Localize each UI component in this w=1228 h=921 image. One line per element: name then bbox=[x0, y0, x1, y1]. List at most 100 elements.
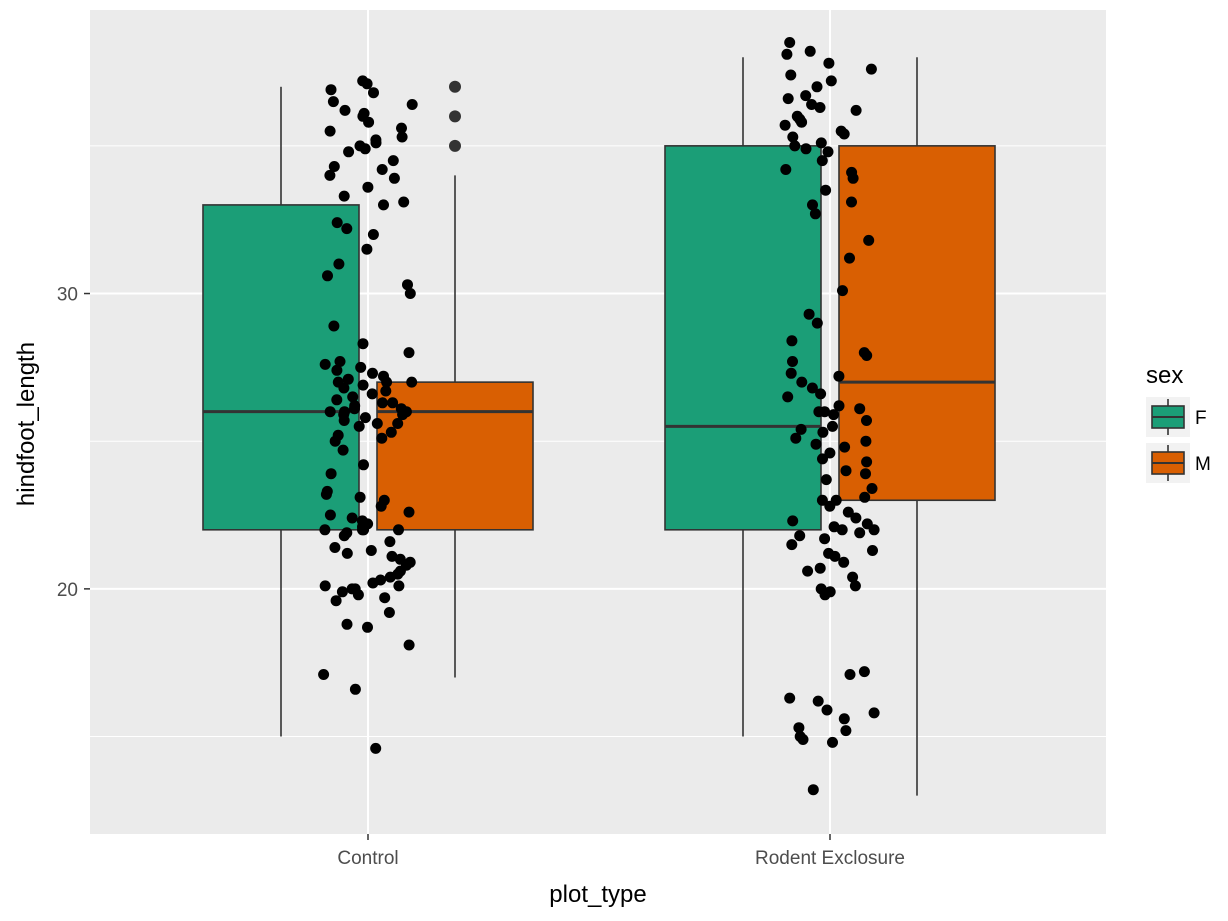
jitter-point bbox=[324, 406, 336, 418]
jitter-point bbox=[381, 376, 393, 388]
jitter-point bbox=[838, 713, 850, 725]
jitter-point bbox=[806, 99, 818, 110]
jitter-point bbox=[840, 465, 852, 477]
jitter-point bbox=[322, 270, 333, 282]
jitter-point bbox=[331, 217, 343, 229]
jitter-point bbox=[324, 125, 336, 137]
jitter-point bbox=[820, 474, 832, 486]
jitter-point bbox=[784, 37, 796, 48]
jitter-point bbox=[346, 512, 358, 524]
jitter-point bbox=[341, 223, 353, 235]
jitter-point bbox=[375, 500, 387, 512]
jitter-point bbox=[368, 87, 379, 99]
jitter-point bbox=[867, 545, 878, 556]
jitter-point bbox=[785, 69, 797, 81]
jitter-point bbox=[854, 527, 866, 539]
jitter-point bbox=[819, 533, 831, 545]
jitter-point bbox=[825, 75, 837, 87]
x-axis: Control Rodent Exclosure bbox=[337, 834, 905, 869]
jitter-point bbox=[844, 669, 856, 680]
jitter-point bbox=[378, 199, 389, 211]
jitter-point bbox=[802, 565, 814, 577]
jitter-point bbox=[824, 447, 836, 459]
jitter-point bbox=[823, 547, 835, 559]
jitter-point bbox=[396, 131, 408, 143]
legend-item-M: M bbox=[1146, 443, 1211, 483]
jitter-point bbox=[858, 666, 870, 678]
jitter-point bbox=[387, 397, 399, 409]
jitter-point bbox=[786, 335, 798, 347]
jitter-point bbox=[807, 784, 819, 796]
jitter-point bbox=[403, 347, 415, 359]
legend-label: M bbox=[1195, 454, 1211, 475]
jitter-point bbox=[354, 491, 366, 503]
jitter-point bbox=[815, 388, 827, 400]
jitter-point bbox=[353, 420, 365, 432]
jitter-point bbox=[868, 707, 880, 719]
jitter-point bbox=[320, 488, 332, 500]
jitter-point bbox=[380, 385, 392, 397]
box-body bbox=[838, 145, 996, 502]
jitter-point bbox=[370, 134, 382, 146]
jitter-point bbox=[861, 456, 873, 468]
jitter-point bbox=[357, 338, 369, 350]
jitter-point bbox=[388, 172, 400, 184]
jitter-point bbox=[349, 683, 361, 695]
jitter-point bbox=[357, 524, 368, 536]
legend-item-F: F bbox=[1146, 397, 1207, 437]
jitter-point bbox=[343, 146, 355, 158]
jitter-point bbox=[338, 190, 350, 202]
jitter-point bbox=[868, 524, 880, 536]
jitter-point bbox=[404, 288, 416, 299]
jitter-point bbox=[342, 373, 354, 385]
jitter-point bbox=[838, 128, 850, 140]
jitter-point bbox=[803, 308, 815, 320]
jitter-point bbox=[406, 376, 418, 388]
jitter-point bbox=[779, 119, 791, 131]
jitter-point bbox=[833, 370, 845, 382]
jitter-point bbox=[347, 391, 359, 403]
jitter-point bbox=[370, 742, 382, 754]
jitter-point bbox=[371, 418, 383, 429]
jitter-point bbox=[331, 394, 343, 406]
jitter-point bbox=[797, 734, 809, 745]
legend: sex F M bbox=[1146, 362, 1211, 483]
jitter-point bbox=[363, 116, 375, 128]
jitter-point bbox=[794, 530, 806, 542]
jitter-point bbox=[387, 155, 399, 167]
jitter-point bbox=[811, 317, 823, 329]
outlier-point bbox=[449, 110, 461, 123]
jitter-point bbox=[338, 409, 350, 421]
jitter-point bbox=[821, 704, 833, 716]
jitter-point bbox=[328, 161, 340, 172]
jitter-point bbox=[817, 453, 828, 465]
jitter-point bbox=[352, 589, 364, 601]
jitter-point bbox=[814, 102, 826, 113]
jitter-point bbox=[319, 580, 331, 592]
jitter-point bbox=[787, 515, 799, 527]
jitter-point bbox=[815, 137, 827, 149]
jitter-point bbox=[367, 367, 378, 379]
jitter-point bbox=[850, 512, 862, 524]
jitter-point bbox=[860, 435, 872, 447]
jitter-point bbox=[844, 252, 855, 264]
jitter-point bbox=[379, 592, 391, 604]
jitter-point bbox=[386, 550, 398, 562]
x-axis-title: plot_type bbox=[549, 881, 646, 908]
jitter-point bbox=[812, 695, 824, 707]
jitter-point bbox=[359, 412, 371, 424]
jitter-point bbox=[338, 530, 350, 542]
jitter-point bbox=[359, 143, 371, 155]
jitter-point bbox=[396, 122, 407, 134]
jitter-point bbox=[376, 432, 388, 444]
jitter-point bbox=[782, 391, 794, 403]
jitter-point bbox=[861, 415, 872, 426]
jitter-point bbox=[339, 104, 351, 116]
outlier-point bbox=[449, 139, 461, 152]
jitter-point bbox=[341, 547, 353, 559]
jitter-point bbox=[816, 494, 828, 506]
jitter-point bbox=[786, 539, 798, 551]
jitter-point bbox=[325, 468, 337, 480]
